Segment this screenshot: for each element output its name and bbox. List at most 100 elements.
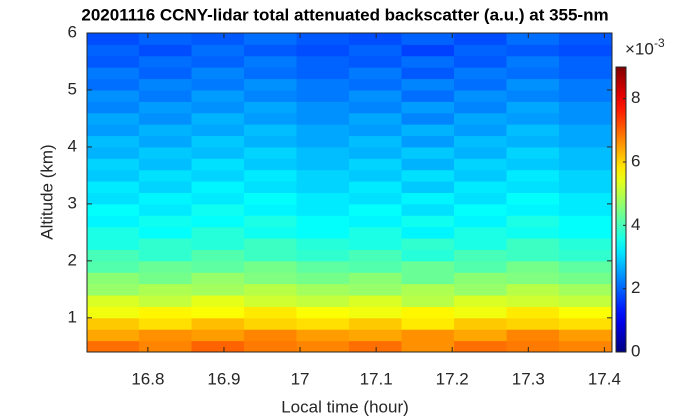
heatmap-cell (401, 43, 455, 57)
heatmap-cell (244, 43, 298, 57)
heatmap-cell (559, 294, 612, 307)
heatmap-cell (296, 123, 350, 137)
heatmap-cell (349, 317, 403, 330)
heatmap-cell (244, 340, 298, 352)
heatmap-cell (401, 100, 455, 114)
heatmap-cell (506, 169, 560, 182)
heatmap-cell (349, 157, 403, 171)
heatmap-cell (244, 237, 298, 250)
heatmap-cell (401, 203, 455, 216)
heatmap-cell (559, 66, 612, 80)
x-tick-label: 17.4 (588, 369, 621, 388)
colorbar-tick-label: 0 (631, 341, 640, 360)
heatmap-cell (506, 214, 560, 228)
heatmap-cell (296, 43, 350, 57)
heatmap-cell (244, 283, 298, 296)
x-tick-label: 17.2 (436, 369, 469, 388)
heatmap-cell (401, 214, 455, 228)
heatmap-cell (191, 146, 245, 159)
heatmap-cell (244, 214, 298, 228)
heatmap-cell (244, 271, 298, 285)
heatmap-cell (454, 146, 508, 159)
heatmap-cell (349, 33, 403, 45)
heatmap-cell (454, 203, 508, 216)
heatmap-cell (401, 328, 455, 342)
heatmap-cell (191, 33, 245, 45)
heatmap-cell (401, 112, 455, 125)
heatmap-cell (454, 180, 508, 193)
heatmap-cell (559, 55, 612, 68)
heatmap-cell (139, 294, 193, 307)
heatmap-cell (244, 78, 298, 91)
heatmap-cell (87, 271, 140, 285)
heatmap-cell (559, 146, 612, 159)
heatmap-cell (191, 340, 245, 352)
heatmap-cell (454, 112, 508, 125)
heatmap-cell (296, 248, 350, 262)
heatmap-cell (139, 317, 193, 330)
heatmap-cell (191, 203, 245, 216)
heatmap-cell (349, 226, 403, 239)
heatmap-cell (139, 203, 193, 216)
heatmap-cell (191, 78, 245, 91)
heatmap-cell (139, 146, 193, 159)
heatmap-cell (87, 100, 140, 114)
heatmap-cell (454, 157, 508, 171)
heatmap-cell (296, 340, 350, 352)
heatmap-cell (244, 294, 298, 307)
heatmap-cell (191, 260, 245, 273)
heatmap-cell (296, 157, 350, 171)
heatmap-cell (559, 260, 612, 273)
heatmap-cell (401, 248, 455, 262)
heatmap-cell (349, 66, 403, 80)
heatmap-cell (139, 340, 193, 352)
heatmap-cell (244, 180, 298, 193)
heatmap-cell (454, 214, 508, 228)
heatmap-cell (349, 135, 403, 148)
heatmap-cell (401, 157, 455, 171)
heatmap-cell (244, 169, 298, 182)
heatmap-cell (87, 260, 140, 273)
heatmap-cell (349, 112, 403, 125)
heatmap-cell (296, 283, 350, 296)
heatmap-cell (191, 89, 245, 102)
heatmap-cell (87, 328, 140, 342)
heatmap-cell (191, 317, 245, 330)
heatmap-cell (506, 203, 560, 216)
heatmap-cell (87, 135, 140, 148)
heatmap-cell (191, 43, 245, 57)
y-tick-label: 1 (68, 307, 77, 326)
heatmap-cell (349, 192, 403, 205)
heatmap-cell (87, 192, 140, 205)
colorbar (615, 66, 627, 353)
heatmap-cell (244, 226, 298, 239)
heatmap-cell (139, 237, 193, 250)
heatmap-cell (139, 157, 193, 171)
heatmap-cell (454, 78, 508, 91)
heatmap-cell (139, 33, 193, 45)
heatmap-cell (559, 340, 612, 352)
heatmap-cell (139, 123, 193, 137)
colorbar-tick-label: 6 (631, 151, 640, 170)
heatmap-cell (506, 328, 560, 342)
heatmap-cell (506, 100, 560, 114)
y-axis-label: Altitude (km) (37, 144, 56, 239)
colorbar-tick-label: 8 (631, 88, 640, 107)
heatmap-cell (296, 66, 350, 80)
heatmap-cell (139, 169, 193, 182)
heatmap-cell (244, 305, 298, 319)
heatmap-cell (454, 260, 508, 273)
heatmap-cell (191, 180, 245, 193)
heatmap-cell (349, 214, 403, 228)
heatmap-cell (401, 237, 455, 250)
heatmap-cell (559, 214, 612, 228)
heatmap-cell (454, 192, 508, 205)
heatmap-cell (87, 112, 140, 125)
colorbar-scale-base: ×10 (625, 39, 654, 58)
heatmap-cell (401, 123, 455, 137)
heatmap-cell (191, 328, 245, 342)
heatmap-cell (506, 66, 560, 80)
heatmap-cell (559, 192, 612, 205)
heatmap-cell (296, 135, 350, 148)
heatmap-cell (296, 237, 350, 250)
